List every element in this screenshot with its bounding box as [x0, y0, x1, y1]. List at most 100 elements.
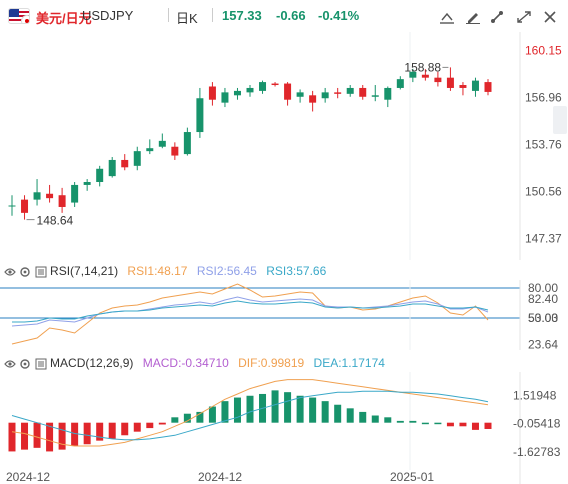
high-price-label: 158.88 — [404, 60, 441, 74]
rsi-title: RSI(7,14,21) — [50, 264, 119, 278]
eye-icon[interactable] — [4, 266, 16, 278]
rsi-line-rsi2 — [11, 296, 489, 327]
candle-body — [121, 159, 129, 168]
chart-settings-icon[interactable] — [439, 10, 455, 24]
macd-value: MACD:-0.34710 — [142, 356, 229, 370]
macd-histogram-bar — [334, 404, 342, 423]
macd-histogram-bar — [246, 395, 254, 423]
candle-body — [33, 192, 41, 200]
candle-body — [371, 95, 379, 97]
macd-histogram-bar — [46, 422, 54, 452]
candle-body — [146, 148, 154, 152]
rsi-y-axis-label: 80.00 — [528, 281, 558, 295]
macd-histogram-bar — [133, 422, 141, 432]
indicator-menu-icon[interactable] — [35, 358, 47, 370]
gear-icon[interactable] — [19, 358, 31, 370]
macd-y-axis-label: -0.05418 — [513, 417, 561, 431]
rsi-y-axis-label: 50.00 — [528, 311, 558, 325]
macd-title: MACD(12,26,9) — [50, 356, 134, 370]
candlestick-chart[interactable]: 158.88 148.64 160.15 156.96 153.76 150.56 14… — [0, 32, 568, 260]
gear-icon[interactable] — [19, 266, 31, 278]
candle-body — [334, 92, 342, 94]
y-axis-label: 153.76 — [525, 137, 562, 151]
candle-body — [183, 132, 191, 155]
rsi1-value: RSI1:48.17 — [127, 264, 188, 278]
macd-legend: MACD(12,26,9) MACD:-0.34710 DIF:0.99819 … — [4, 356, 391, 372]
candle-body — [309, 95, 317, 103]
candle-body — [296, 92, 304, 97]
macd-histogram-bar — [196, 411, 204, 423]
rsi-y-axis-label: 53.03 — [528, 311, 558, 325]
dea-value: DEA:1.17174 — [313, 356, 385, 370]
candle-body — [208, 86, 216, 100]
macd-histogram-bar — [459, 422, 467, 427]
candle-body — [321, 92, 329, 99]
macd-histogram-bar — [8, 422, 16, 452]
drawing-icon[interactable] — [489, 10, 505, 24]
candle-body — [83, 182, 91, 185]
currency-flag-icon — [8, 8, 30, 24]
divider — [212, 8, 213, 22]
dif-value: DIF:0.99819 — [238, 356, 305, 370]
candle-body — [8, 205, 16, 207]
collapse-panel-button[interactable] — [553, 106, 567, 134]
candle-body — [58, 195, 66, 207]
macd-histogram-bar — [233, 397, 241, 423]
divider — [168, 8, 169, 22]
low-price-label: 148.64 — [37, 214, 74, 228]
macd-histogram-bar — [396, 420, 404, 423]
edit-icon[interactable] — [465, 10, 481, 24]
candle-body — [108, 159, 116, 177]
macd-chart[interactable]: 1.51948 -0.05418 -1.62783 2024-12 2024-12 20… — [0, 372, 568, 484]
macd-histogram-bar — [409, 420, 417, 423]
macd-histogram-bar — [33, 422, 41, 448]
macd-histogram-bar — [208, 406, 216, 423]
macd-histogram-bar — [446, 422, 454, 427]
macd-y-axis-label: -1.62783 — [513, 445, 561, 459]
candle-body — [96, 168, 104, 182]
x-axis-label: 2024-12 — [6, 470, 50, 484]
macd-histogram-bar — [96, 422, 104, 441]
macd-histogram-bar — [146, 422, 154, 429]
candle-body — [471, 80, 479, 91]
macd-histogram-bar — [346, 408, 354, 423]
macd-histogram-bar — [171, 417, 179, 423]
eye-icon[interactable] — [4, 358, 16, 370]
fullscreen-icon[interactable] — [516, 10, 532, 24]
candle-body — [434, 77, 442, 83]
rsi2-value: RSI2:56.45 — [196, 264, 257, 278]
macd-histogram-bar — [421, 422, 429, 425]
candle-body — [21, 199, 29, 213]
candle-body — [346, 87, 354, 94]
macd-histogram-bar — [359, 411, 367, 423]
candle-body — [359, 87, 367, 97]
price-change-percent: -0.41% — [318, 8, 360, 23]
candle-body — [484, 82, 492, 92]
x-axis-label: 2024-12 — [198, 470, 242, 484]
candle-body — [421, 74, 429, 78]
y-axis-label: 150.56 — [525, 184, 562, 198]
candle-body — [396, 79, 404, 88]
macd-histogram-bar — [21, 422, 29, 450]
indicator-menu-icon[interactable] — [35, 266, 47, 278]
macd-histogram-bar — [121, 422, 129, 436]
macd-histogram-bar — [108, 422, 116, 439]
macd-histogram-bar — [71, 422, 79, 447]
pair-name: 美元/日元 — [36, 11, 92, 26]
close-icon[interactable] — [542, 10, 558, 24]
rsi3-value: RSI3:57.66 — [266, 264, 327, 278]
macd-histogram-bar — [309, 397, 317, 423]
chart-header: 美元/日元 USDJPY 日K 157.33 -0.66 -0.41% — [0, 0, 568, 32]
rsi-y-axis-label: 23.64 — [528, 337, 558, 350]
y-axis-label: 156.96 — [525, 90, 562, 104]
timeframe-selector[interactable]: 日K — [176, 11, 198, 26]
candle-body — [409, 71, 417, 78]
last-price: 157.33 — [222, 8, 262, 23]
y-axis-label: 160.15 — [525, 43, 562, 57]
macd-histogram-bar — [58, 422, 66, 450]
candle-body — [459, 85, 467, 88]
candle-body — [171, 146, 179, 156]
macd-histogram-bar — [83, 422, 91, 445]
macd-histogram-bar — [158, 422, 166, 425]
